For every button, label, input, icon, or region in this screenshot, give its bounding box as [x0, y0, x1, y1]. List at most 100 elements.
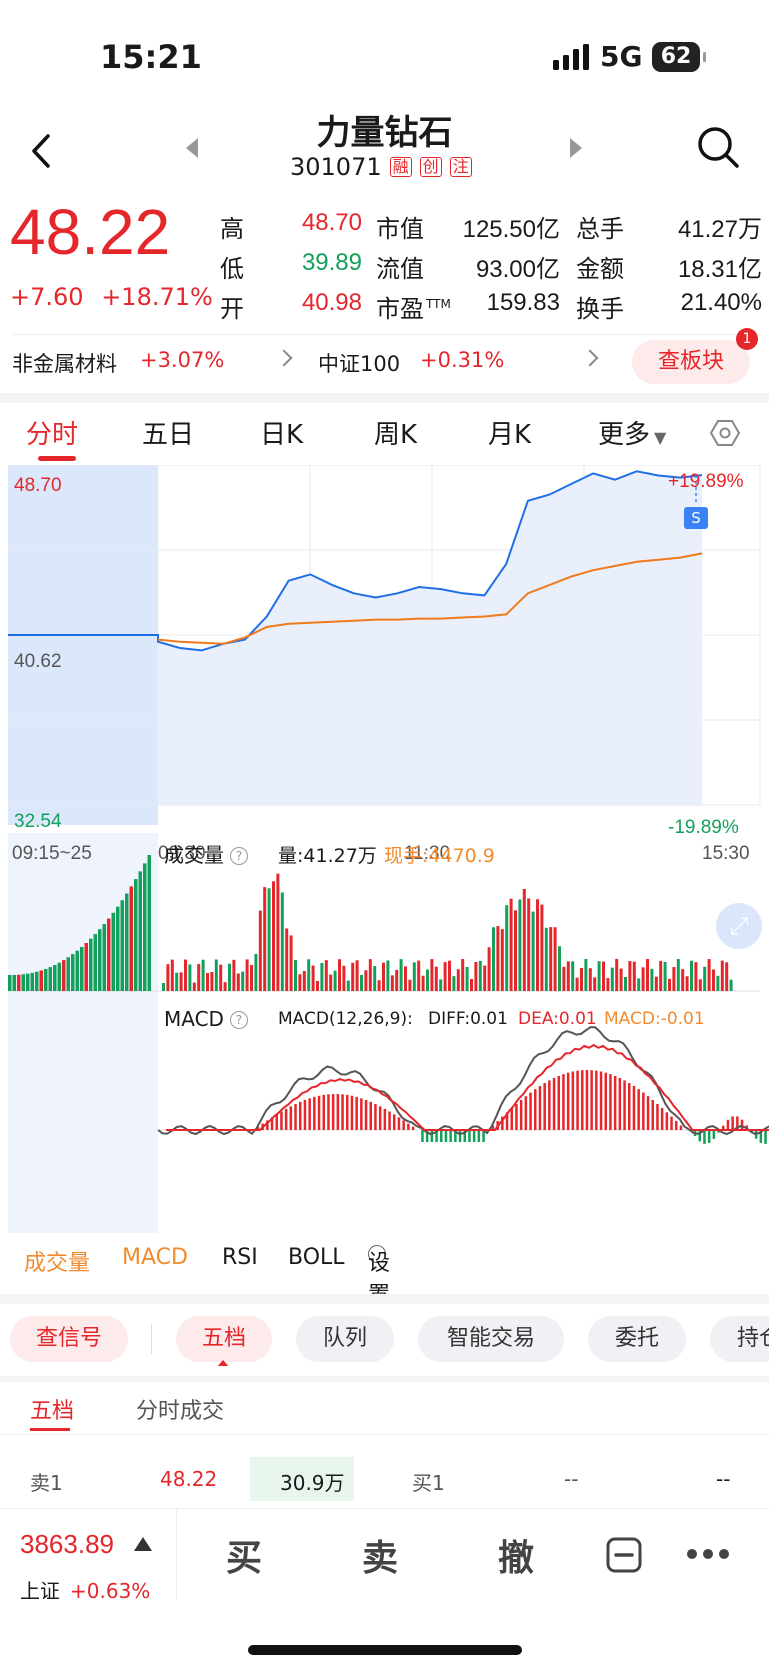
- ind-tab-volume[interactable]: 成交量: [24, 1251, 91, 1276]
- macd-bar: [613, 1075, 617, 1130]
- tag-registration[interactable]: 注: [449, 157, 472, 177]
- function-tabs: 查信号 五档 队列 智能交易 委托 持仓: [0, 1316, 769, 1366]
- expand-icon[interactable]: ⤢: [716, 903, 762, 949]
- macd-bar: [703, 1130, 706, 1144]
- quote-value: 41.27万: [677, 216, 762, 243]
- sell-button[interactable]: 卖: [362, 1538, 399, 1579]
- volume-bar: [474, 961, 478, 991]
- volume-bar: [355, 960, 359, 991]
- back-arrow-icon[interactable]: [28, 133, 54, 169]
- volume-bar: [258, 910, 262, 991]
- macd-bar: [440, 1130, 443, 1142]
- tab-intraday[interactable]: 分时: [26, 420, 79, 450]
- macd-bar: [646, 1096, 650, 1130]
- chart-canvas[interactable]: [0, 464, 769, 1235]
- market-index-name: 上证: [20, 1579, 60, 1603]
- volume-bar: [377, 980, 381, 991]
- y-axis-low: 32.54: [14, 811, 62, 832]
- minimize-icon[interactable]: [606, 1537, 642, 1573]
- macd-bar: [501, 1116, 504, 1130]
- volume-bar: [676, 959, 680, 991]
- volume-bar: [245, 959, 249, 991]
- help-icon[interactable]: ?: [229, 1011, 248, 1029]
- help-icon[interactable]: ?: [230, 847, 248, 865]
- volume-bar: [294, 960, 297, 991]
- chevron-right-icon[interactable]: [581, 349, 599, 367]
- tab-more[interactable]: 更多 ▼: [598, 414, 666, 451]
- macd-bar: [581, 1070, 584, 1130]
- volume-bar: [228, 963, 231, 991]
- macd-title: MACD?: [164, 1007, 248, 1031]
- view-board-button[interactable]: 查板块: [632, 340, 750, 384]
- sell-price[interactable]: 48.22: [160, 1467, 218, 1491]
- tab-queue[interactable]: 队列: [296, 1316, 394, 1362]
- index-name[interactable]: 中证100: [318, 352, 401, 376]
- market-index-value[interactable]: 3863.89: [20, 1529, 114, 1559]
- tab-tick-trades[interactable]: 分时成交: [136, 1399, 225, 1424]
- tab-five-level-detail[interactable]: 五档: [30, 1399, 75, 1424]
- chevron-right-icon[interactable]: [275, 349, 293, 367]
- volume-bar: [668, 978, 671, 991]
- search-icon[interactable]: [696, 125, 740, 169]
- volume-bar: [8, 975, 12, 991]
- avg-price-line: [157, 552, 703, 645]
- volume-bar: [311, 965, 315, 991]
- network-type: 5G: [600, 40, 643, 73]
- volume-bar: [93, 934, 97, 991]
- ind-tab-macd[interactable]: MACD: [122, 1245, 188, 1270]
- macd-bar: [331, 1094, 335, 1130]
- volume-bar: [483, 965, 487, 991]
- prev-stock-icon[interactable]: [186, 138, 198, 158]
- volume-title: 成交量?: [164, 839, 248, 868]
- quote-label: 流值: [376, 255, 424, 283]
- volume-bar: [30, 972, 34, 991]
- volume-bar: [120, 900, 124, 991]
- more-icon[interactable]: [686, 1547, 730, 1561]
- volume-bar: [417, 960, 421, 991]
- settings-hex-icon[interactable]: [710, 418, 740, 448]
- macd-diff-line: [157, 1026, 769, 1136]
- tab-weekly-k[interactable]: 周K: [374, 420, 418, 450]
- next-stock-icon[interactable]: [570, 138, 582, 158]
- volume-bar: [188, 964, 192, 991]
- tab-five-level[interactable]: 五档: [176, 1316, 272, 1362]
- macd-bar: [266, 1120, 269, 1130]
- tab-daily-k[interactable]: 日K: [260, 420, 304, 450]
- tag-margin[interactable]: 融: [389, 157, 412, 177]
- tab-monthly-k[interactable]: 月K: [488, 420, 532, 450]
- volume-bar: [192, 982, 196, 991]
- macd-bar: [482, 1130, 485, 1142]
- macd-bar: [407, 1123, 410, 1130]
- quote-value: 48.70: [301, 209, 362, 236]
- volume-bar: [536, 899, 539, 991]
- buy-price[interactable]: --: [564, 1467, 579, 1491]
- volume-bar: [250, 964, 253, 991]
- industry-name[interactable]: 非金属材料: [12, 352, 117, 376]
- volume-bar: [289, 935, 293, 991]
- signal-icon: [553, 44, 589, 70]
- macd-bar: [322, 1094, 325, 1130]
- macd-bar: [284, 1108, 288, 1130]
- ind-tab-rsi[interactable]: RSI: [222, 1245, 258, 1270]
- cancel-order-button[interactable]: 撤: [498, 1538, 535, 1579]
- volume-bar: [351, 962, 355, 991]
- macd-bar: [435, 1130, 438, 1142]
- market-index[interactable]: 上证 +0.63%: [20, 1575, 150, 1604]
- notification-badge: 1: [736, 328, 758, 350]
- signal-marker[interactable]: S: [684, 507, 708, 529]
- macd-bar: [529, 1092, 532, 1130]
- check-signal-button[interactable]: 查信号: [10, 1316, 128, 1362]
- tag-chinext[interactable]: 创: [419, 157, 442, 177]
- macd-bar: [665, 1112, 669, 1130]
- quote-value: 159.83: [486, 289, 560, 316]
- tab-orders[interactable]: 委托: [588, 1316, 686, 1362]
- buy-button[interactable]: 买: [226, 1538, 263, 1579]
- tab-positions[interactable]: 持仓: [710, 1316, 769, 1362]
- intraday-chart[interactable]: 48.70 40.62 32.54 +19.89% -19.89% 09:15~…: [0, 464, 769, 1235]
- macd-bar: [350, 1095, 354, 1130]
- ind-tab-boll[interactable]: BOLL: [288, 1245, 345, 1270]
- tab-smart-trade[interactable]: 智能交易: [418, 1316, 564, 1362]
- sector-row: 非金属材料 +3.07% 中证100 +0.31% 查板块 1: [0, 328, 769, 390]
- volume-bar: [324, 960, 328, 991]
- tab-five-day[interactable]: 五日: [142, 420, 195, 450]
